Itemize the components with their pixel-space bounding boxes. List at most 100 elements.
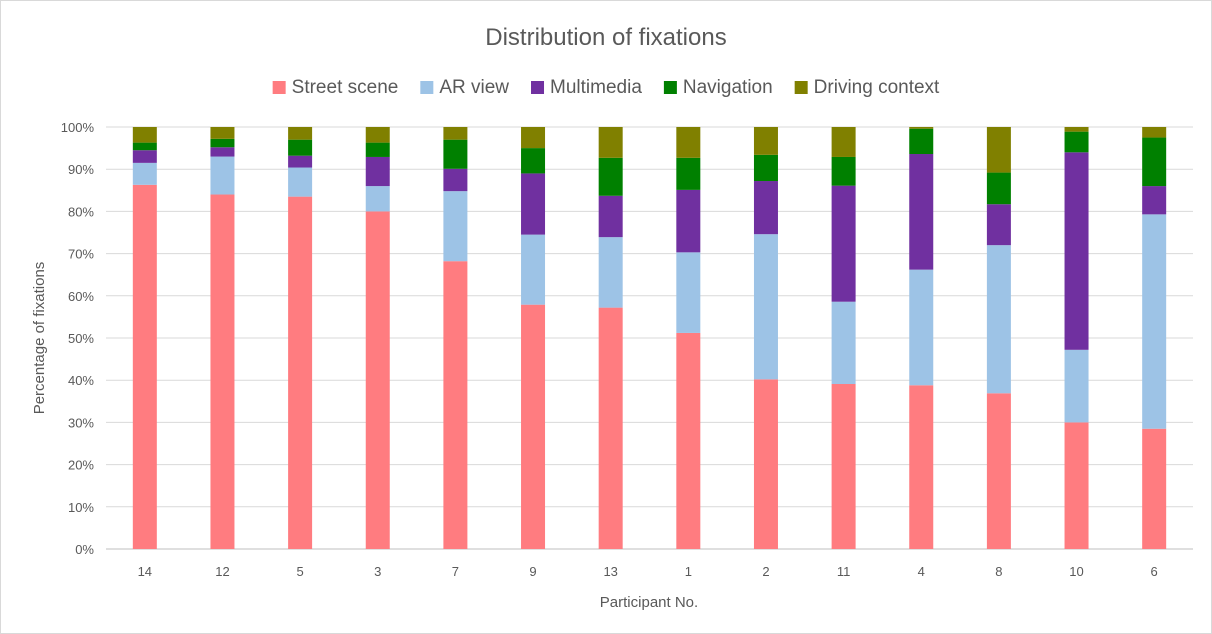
bar-segment [676, 189, 701, 253]
y-tick-label: 0% [75, 542, 94, 557]
bar-segment [676, 157, 701, 190]
bar-segment [598, 157, 623, 196]
bar-segment [753, 154, 778, 182]
bar-segment [365, 142, 390, 157]
y-tick-label: 90% [68, 162, 94, 177]
chart-legend: Street scene AR view Multimedia Navigation D… [272, 77, 940, 98]
legend-swatch [794, 81, 808, 94]
bar-segment [1064, 152, 1089, 350]
bar-segment [753, 127, 778, 155]
chart-title: Distribution of fixations [485, 24, 726, 51]
bar-segment [1064, 422, 1089, 549]
bar-segment [986, 127, 1011, 173]
bar-segment [676, 252, 701, 333]
x-tick-label: 7 [452, 564, 459, 579]
bar-segment [909, 154, 934, 270]
bar-segment [753, 234, 778, 380]
bar-segment [288, 196, 313, 549]
bar-segment [210, 147, 235, 157]
bar-segment [288, 139, 313, 156]
y-tick-label: 70% [68, 247, 94, 262]
bar-segment [909, 269, 934, 386]
bar-segment [1142, 137, 1167, 187]
legend-item: Street scene [272, 77, 399, 98]
bars [132, 127, 1167, 549]
x-tick-label: 13 [603, 564, 617, 579]
gridlines [106, 126, 1193, 550]
x-axis-title: Participant No. [600, 594, 698, 611]
bar-segment [521, 304, 546, 549]
bar-segment [676, 127, 701, 158]
y-tick-label: 80% [68, 204, 94, 219]
y-tick-label: 40% [68, 373, 94, 388]
bar-segment [365, 186, 390, 212]
x-tick-label: 12 [215, 564, 229, 579]
bar-segment [210, 194, 235, 549]
x-tick-label: 1 [685, 564, 692, 579]
bar-segment [443, 168, 468, 192]
legend-item: Driving context [794, 77, 940, 98]
bar-segment [909, 128, 934, 155]
bar-segment [598, 127, 623, 158]
bar-segment [132, 127, 157, 143]
legend-item: Navigation [663, 77, 773, 98]
bar-segment [1142, 214, 1167, 429]
legend-label: Navigation [683, 77, 773, 98]
bar-segment [521, 234, 546, 305]
y-tick-label: 100% [61, 120, 95, 135]
bar-segment [909, 385, 934, 549]
bar-segment [521, 127, 546, 149]
y-tick-label: 20% [68, 458, 94, 473]
legend-item: Multimedia [531, 77, 642, 98]
legend-swatch [272, 81, 286, 94]
bar-segment [831, 301, 856, 384]
legend-swatch [531, 81, 545, 94]
x-tick-label: 5 [296, 564, 303, 579]
bar-segment [831, 383, 856, 549]
x-tick-label: 4 [918, 564, 925, 579]
bar-segment [1142, 428, 1167, 549]
legend-label: Driving context [814, 77, 940, 98]
bar-segment [210, 138, 235, 148]
bar-segment [598, 195, 623, 238]
bar-segment [676, 332, 701, 549]
bar-segment [288, 167, 313, 197]
bar-segment [132, 162, 157, 185]
bar-segment [1064, 349, 1089, 423]
legend-swatch [420, 81, 434, 94]
bar-segment [521, 173, 546, 235]
legend-label: AR view [439, 77, 509, 98]
bar-segment [443, 191, 468, 262]
bar-segment [132, 150, 157, 163]
bar-segment [365, 127, 390, 143]
bar-segment [986, 393, 1011, 549]
bar-segment [210, 127, 235, 139]
y-axis-title: Percentage of fixations [31, 262, 48, 415]
bar-segment [598, 307, 623, 549]
bar-segment [1064, 131, 1089, 153]
bar-segment [753, 379, 778, 549]
legend-swatch [663, 81, 677, 94]
x-tick-label: 3 [374, 564, 381, 579]
bar-segment [443, 261, 468, 549]
y-tick-label: 30% [68, 415, 94, 430]
y-tick-label: 10% [68, 500, 94, 515]
bar-segment [986, 204, 1011, 246]
legend-label: Street scene [292, 77, 399, 98]
bar-segment [909, 127, 934, 129]
y-tick-label: 50% [68, 331, 94, 346]
bar-segment [753, 181, 778, 235]
bar-segment [210, 156, 235, 195]
x-tick-label: 11 [837, 564, 851, 579]
y-tick-label: 60% [68, 289, 94, 304]
bar-segment [1142, 186, 1167, 215]
legend-label: Multimedia [550, 77, 642, 98]
bar-segment [132, 142, 157, 151]
bar-segment [365, 211, 390, 549]
x-tick-label: 8 [995, 564, 1002, 579]
bar-segment [521, 148, 546, 174]
x-tick-label: 2 [762, 564, 769, 579]
bar-segment [831, 127, 856, 157]
